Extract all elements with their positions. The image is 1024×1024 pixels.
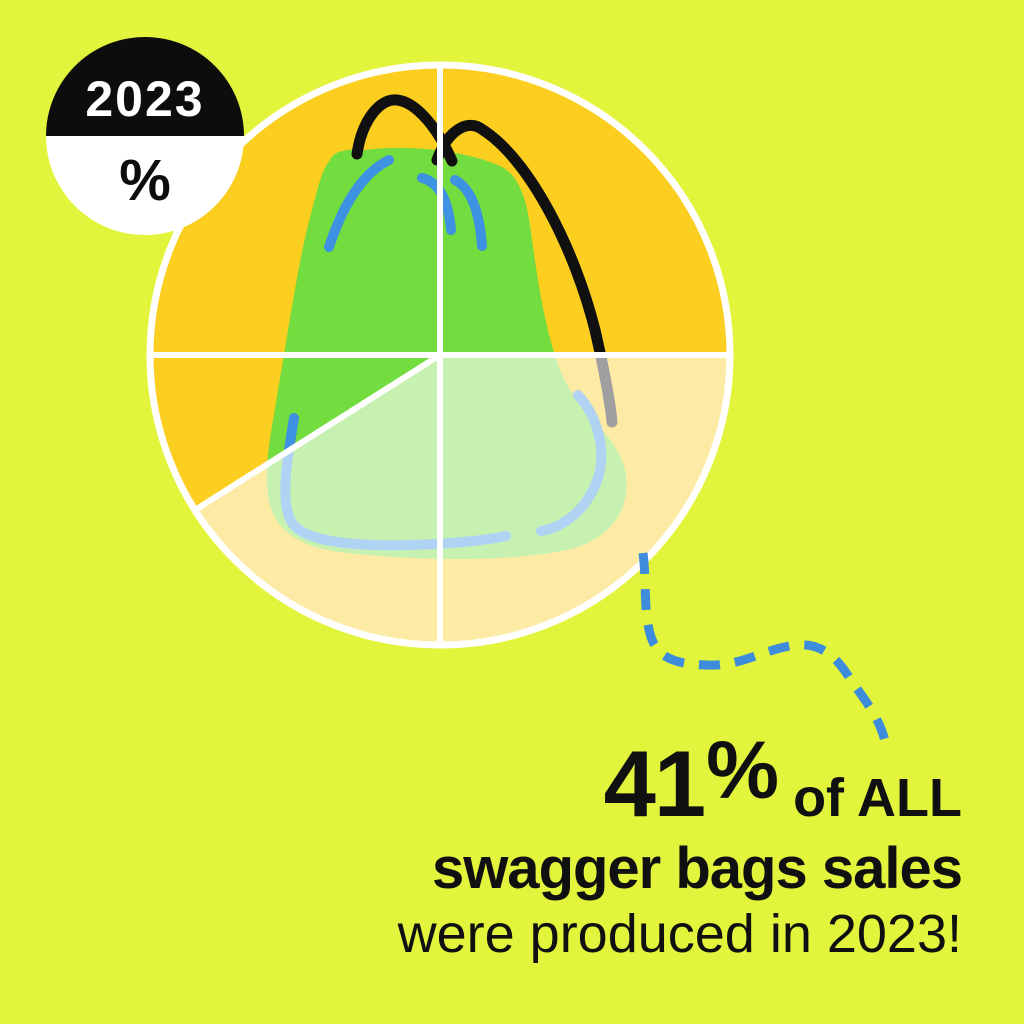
pie-divider-diagonal	[193, 352, 442, 513]
stat-detail-line: were produced in 2023!	[397, 903, 962, 964]
stat-value: 41	[603, 731, 707, 836]
stat-headline: 41% of ALL	[398, 730, 962, 831]
stat-subject-line: swagger bags sales	[431, 836, 963, 901]
stat-caption: 41% of ALL swagger bags sales were produc…	[397, 730, 963, 964]
bag-cord-right	[450, 175, 487, 251]
pie-outline	[146, 61, 734, 649]
year-badge: 2023 %	[46, 37, 244, 235]
stat-percent-sign: %	[706, 725, 780, 816]
bag-cord-left	[324, 155, 394, 252]
stat-qualifier: of ALL	[793, 768, 962, 828]
dashed-connector-line	[638, 552, 890, 743]
